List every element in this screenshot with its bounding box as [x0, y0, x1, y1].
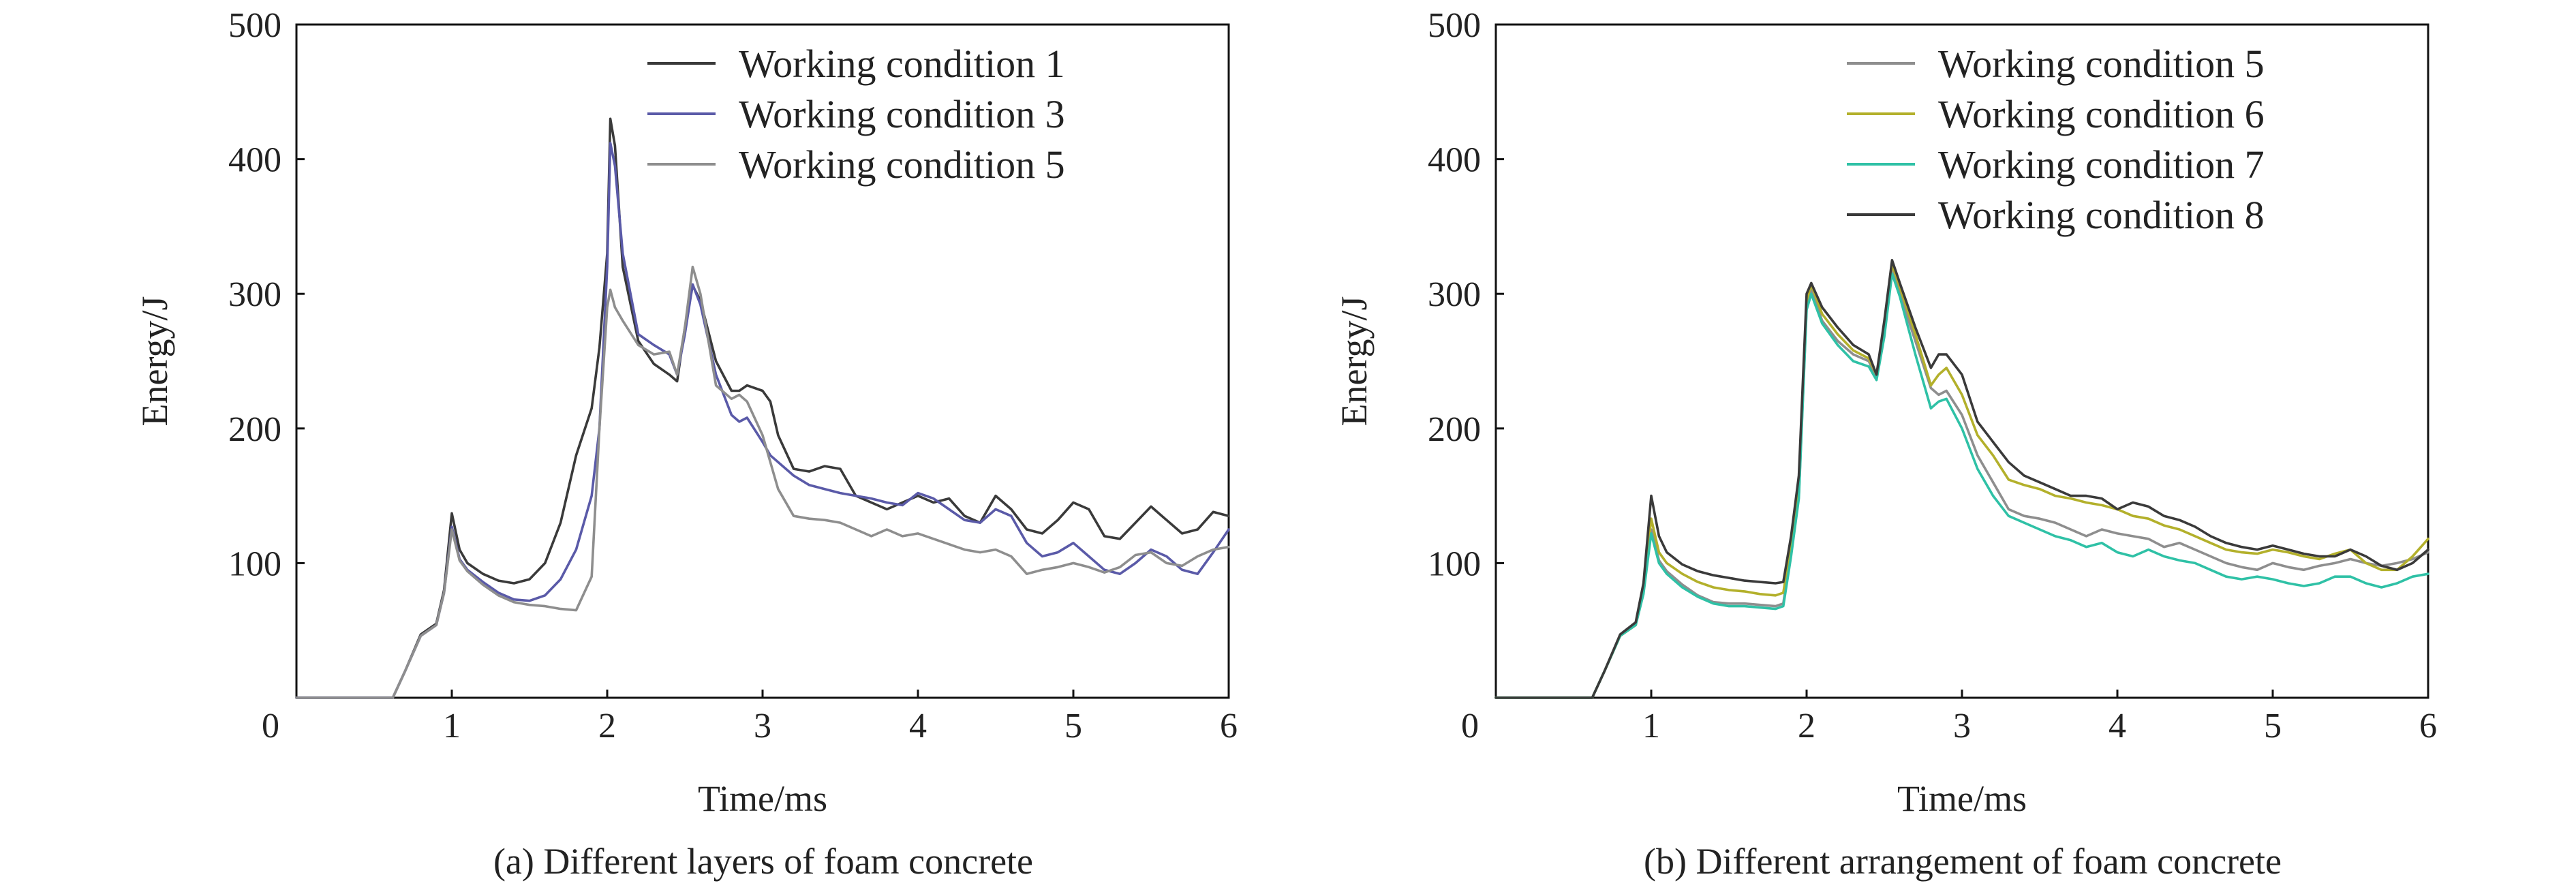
y-tick-label: 100: [1428, 544, 1481, 583]
x-tick-label: 5: [2264, 707, 2282, 745]
x-tick-label: 0: [1461, 707, 1479, 745]
legend: Working condition 5 Working condition 6 Wo…: [1847, 42, 2265, 237]
series-line: [1494, 272, 2429, 699]
legend-label: Working condition 3: [739, 92, 1065, 136]
panel-b: 0 1 2 3 4 5 6 100 200 300 400 500 Time/ms Energy/J (b)…: [1334, 6, 2437, 882]
series-line: [1494, 268, 2429, 699]
y-tick-label: 300: [1428, 275, 1481, 314]
y-tick-label: 400: [228, 141, 281, 180]
legend-label: Working condition 5: [1938, 42, 2265, 86]
y-tick-label: 500: [1428, 6, 1481, 45]
legend-label: Working condition 5: [739, 142, 1065, 187]
x-tick-label: 1: [1642, 707, 1660, 745]
x-tick-label: 2: [1798, 707, 1815, 745]
panel-caption: (a) Different layers of foam concrete: [493, 841, 1033, 882]
y-tick-label: 200: [228, 410, 281, 449]
x-tick-label: 5: [1064, 707, 1082, 745]
x-tick-label: 0: [262, 707, 279, 745]
x-tick-label: 6: [1220, 707, 1238, 745]
series-line: [295, 117, 1230, 699]
y-tick-label: 200: [1428, 410, 1481, 449]
y-tick-label: 400: [1428, 141, 1481, 180]
x-axis-title: Time/ms: [1897, 778, 2027, 819]
x-tick-label: 3: [754, 707, 771, 745]
x-tick-label: 1: [443, 707, 461, 745]
y-tick-label: 100: [228, 544, 281, 583]
x-tick-label: 2: [598, 707, 616, 745]
y-tick-label: 300: [228, 275, 281, 314]
legend: Working condition 1 Working condition 3 Wo…: [647, 42, 1065, 187]
panel-a: 0 1 2 3 4 5 6 100 200 300 400 500 Time/ms Energy/J (a)…: [134, 6, 1238, 882]
legend-label: Working condition 8: [1938, 193, 2265, 237]
series-line: [295, 265, 1230, 699]
x-tick-label: 4: [2109, 707, 2126, 745]
legend-label: Working condition 6: [1938, 92, 2265, 136]
series-line: [295, 142, 1230, 699]
legend-label: Working condition 7: [1938, 142, 2265, 187]
x-tick-label: 6: [2419, 707, 2437, 745]
series-line: [1494, 259, 2429, 699]
y-axis-title: Energy/J: [1334, 296, 1375, 427]
x-tick-label: 3: [1953, 707, 1971, 745]
series-line: [1494, 262, 2429, 699]
x-axis-title: Time/ms: [698, 778, 827, 819]
legend-label: Working condition 1: [739, 42, 1065, 86]
x-tick-label: 4: [909, 707, 927, 745]
panel-caption: (b) Different arrangement of foam concre…: [1644, 841, 2282, 882]
y-axis-title: Energy/J: [134, 296, 175, 427]
y-tick-label: 500: [228, 6, 281, 45]
